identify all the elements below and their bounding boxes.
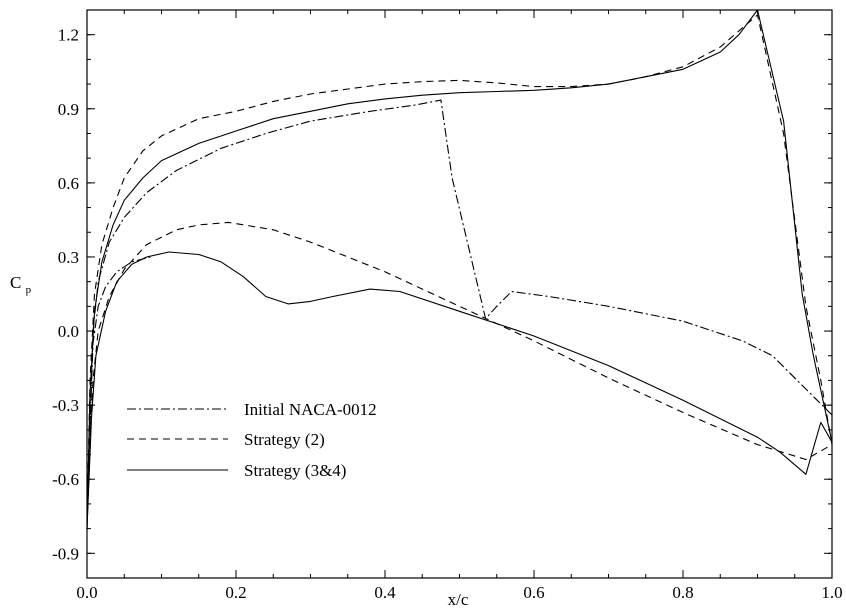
x-tick-label: 0.4 xyxy=(374,583,396,602)
axes-frame xyxy=(86,9,833,579)
x-tick-label: 0.6 xyxy=(523,583,544,602)
x-axis-ticks: 0.0 0.2 0.4 0.6 0.8 1.0 xyxy=(76,10,843,602)
y-axis-label-main: C xyxy=(10,273,21,292)
series-line-2 xyxy=(86,9,833,529)
y-tick-label: 0.6 xyxy=(58,174,79,193)
y-tick-label: 1.2 xyxy=(58,26,79,45)
y-tick-label: -0.6 xyxy=(52,470,79,489)
y-tick-label: -0.3 xyxy=(52,396,79,415)
legend-label-0: Initial NACA-0012 xyxy=(244,400,377,419)
x-tick-label: 1.0 xyxy=(821,583,842,602)
x-tick-label: 0.2 xyxy=(225,583,246,602)
series-layer xyxy=(86,9,833,530)
y-axis-ticks: 1.2 0.9 0.6 0.3 0.0 -0.3 -0.6 -0.9 xyxy=(52,9,832,579)
series-line-1 xyxy=(86,14,833,529)
legend-label-1: Strategy (2) xyxy=(244,430,325,449)
x-tick-label: 0.0 xyxy=(76,583,97,602)
legend-label-2: Strategy (3&4) xyxy=(244,461,346,480)
legend: Initial NACA-0012 Strategy (2) Strategy (3… xyxy=(127,400,377,480)
y-axis-label-subscript: p xyxy=(26,284,32,296)
plot-frame xyxy=(86,9,833,579)
y-tick-label: 0.0 xyxy=(58,322,79,341)
series-line-0 xyxy=(86,99,833,530)
x-tick-label: 0.8 xyxy=(672,583,693,602)
y-axis-label: C p xyxy=(10,273,32,296)
y-tick-label: 0.9 xyxy=(58,100,79,119)
y-tick-label: -0.9 xyxy=(52,544,79,563)
y-tick-label: 0.3 xyxy=(58,248,79,267)
x-axis-label: x/c xyxy=(448,590,469,609)
